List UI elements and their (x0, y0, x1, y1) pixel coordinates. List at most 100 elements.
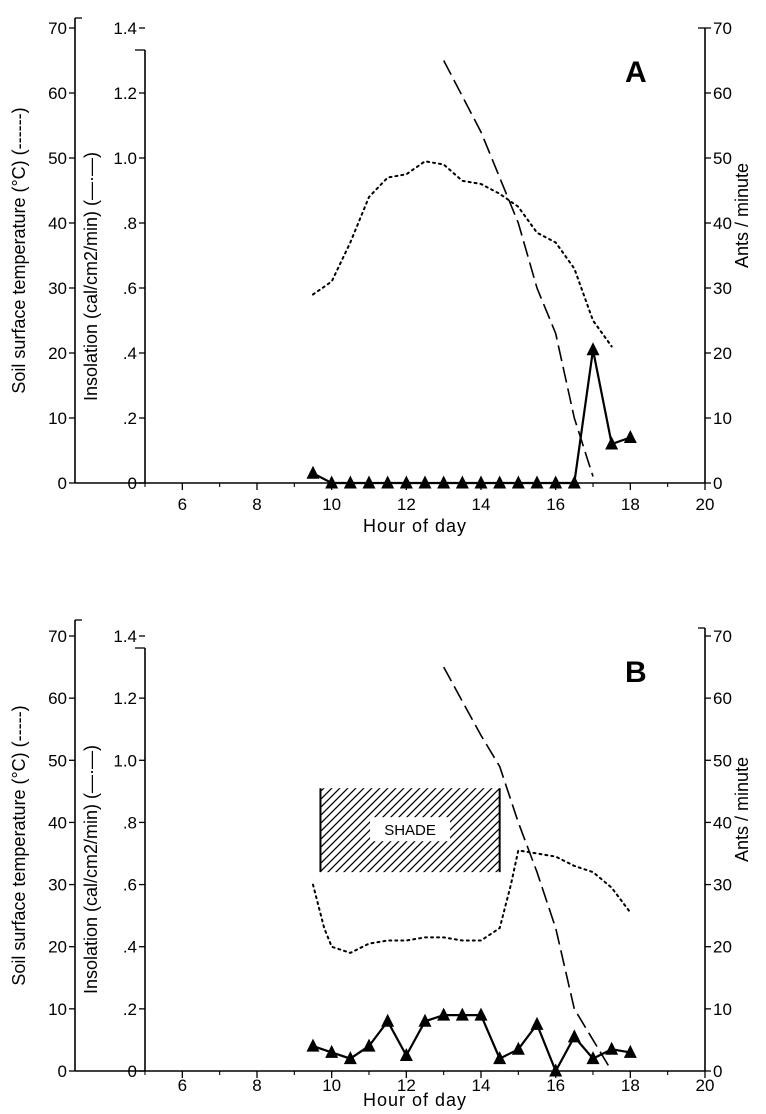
x-tick-label: 10 (322, 495, 341, 514)
ants-tick-label: 20 (713, 344, 732, 363)
ants-point (306, 465, 320, 479)
temperature-tick-label: 30 (48, 876, 67, 895)
panel-b: 6 8 10 12 14 16 18 20 Hour of day 0 10 20 30 40 50 60 70… (9, 619, 752, 1110)
temperature-tick-label: 50 (48, 751, 67, 770)
insolation-tick-label: 1.2 (113, 84, 137, 103)
insolation-series-line (442, 60, 594, 477)
insolation-tick-label: .6 (123, 876, 137, 895)
x-tick-label: 14 (472, 1076, 491, 1095)
x-tick-label: 18 (621, 495, 640, 514)
insolation-tick-label: 0 (128, 1062, 137, 1081)
shade-label: SHADE (384, 822, 436, 839)
ants-tick-label: 30 (713, 876, 732, 895)
ants-point (549, 475, 563, 489)
x-tick-label: 10 (322, 1076, 341, 1095)
ants-axis-label: Ants / minute (732, 163, 752, 268)
ants-tick-label: 0 (713, 474, 722, 493)
x-tick-label: 6 (178, 495, 187, 514)
ants-point (586, 1051, 600, 1065)
temperature-tick-label: 40 (48, 813, 67, 832)
temperature-tick-label: 50 (48, 149, 67, 168)
ants-point (530, 1016, 544, 1030)
temperature-tick-label: 0 (58, 1062, 67, 1081)
temperature-tick-label: 70 (48, 627, 67, 646)
ants-point (343, 475, 357, 489)
insolation-tick-label: .2 (123, 1000, 137, 1019)
x-tick-label: 12 (397, 1076, 416, 1095)
insolation-axis-label: Insolation (cal/cm2/min) (—·—) (81, 745, 101, 994)
insolation-axis-label: Insolation (cal/cm2/min) (—·—) (81, 152, 101, 401)
ants-point (511, 475, 525, 489)
ants-point (493, 475, 507, 489)
temperature-tick-label: 10 (48, 1000, 67, 1019)
ants-tick-label: 40 (713, 813, 732, 832)
ants-tick-label: 60 (713, 689, 732, 708)
x-tick-label: 6 (178, 1076, 187, 1095)
ants-point (623, 430, 637, 443)
insolation-tick-label: .4 (123, 938, 137, 957)
insolation-tick-label: .6 (123, 279, 137, 298)
temperature-series-line (312, 160, 613, 348)
ants-point (362, 1038, 376, 1052)
x-tick-label: 20 (696, 495, 715, 514)
ants-tick-label: 70 (713, 19, 732, 38)
ants-point (455, 475, 469, 489)
x-tick-label: 14 (472, 495, 491, 514)
insolation-series-line (442, 666, 613, 1072)
temperature-tick-label: 0 (58, 474, 67, 493)
ants-point (474, 1007, 488, 1021)
ants-point (418, 475, 432, 489)
temperature-tick-label: 30 (48, 279, 67, 298)
insolation-tick-label: 1.4 (113, 19, 137, 38)
temperature-tick-label: 10 (48, 409, 67, 428)
x-axis-label: Hour of day (363, 516, 467, 536)
panel-a: 6 8 10 12 14 16 18 20 Hour of day 0 10 20 30 40 50 60 70… (9, 17, 752, 536)
ants-tick-label: 50 (713, 751, 732, 770)
ants-tick-label: 10 (713, 409, 732, 428)
ants-point (362, 475, 376, 489)
ants-tick-label: 70 (713, 627, 732, 646)
x-tick-label: 20 (696, 1076, 715, 1095)
x-tick-label: 8 (252, 495, 261, 514)
ants-tick-label: 20 (713, 938, 732, 957)
temperature-tick-label: 60 (48, 84, 67, 103)
ants-point (325, 475, 339, 489)
x-tick-label: 18 (621, 1076, 640, 1095)
ants-point (567, 475, 581, 489)
insolation-tick-label: 1.0 (113, 149, 137, 168)
insolation-tick-label: 1.2 (113, 689, 137, 708)
panel-letter: A (625, 56, 647, 89)
ants-point (325, 1044, 339, 1058)
temperature-tick-label: 20 (48, 344, 67, 363)
ants-tick-label: 30 (713, 279, 732, 298)
ants-tick-label: 50 (713, 149, 732, 168)
insolation-tick-label: .8 (123, 813, 137, 832)
insolation-tick-label: .2 (123, 409, 137, 428)
insolation-tick-label: 1.0 (113, 751, 137, 770)
ants-series-line (312, 349, 631, 485)
ants-tick-label: 0 (713, 1062, 722, 1081)
x-tick-label: 8 (252, 1076, 261, 1095)
panel-letter: B (625, 656, 647, 689)
ants-point (306, 1038, 320, 1052)
x-tick-label: 12 (397, 495, 416, 514)
ants-point (399, 475, 413, 489)
ants-point (605, 436, 619, 450)
x-tick-label: 16 (546, 1076, 565, 1095)
x-tick-label: 16 (546, 495, 565, 514)
ants-point (530, 475, 544, 489)
temperature-axis-label: Soil surface temperature (°C) (-----) (9, 705, 29, 985)
temperature-tick-label: 40 (48, 214, 67, 233)
ants-point (586, 342, 600, 356)
ants-tick-label: 60 (713, 84, 732, 103)
insolation-tick-label: .8 (123, 214, 137, 233)
insolation-tick-label: 0 (128, 474, 137, 493)
ants-point (549, 1063, 563, 1077)
insolation-tick-label: 1.4 (113, 627, 137, 646)
temperature-tick-label: 20 (48, 938, 67, 957)
ants-point (437, 1007, 451, 1021)
ants-tick-label: 40 (713, 214, 732, 233)
ants-point (399, 1047, 413, 1061)
ants-point (455, 1007, 469, 1021)
